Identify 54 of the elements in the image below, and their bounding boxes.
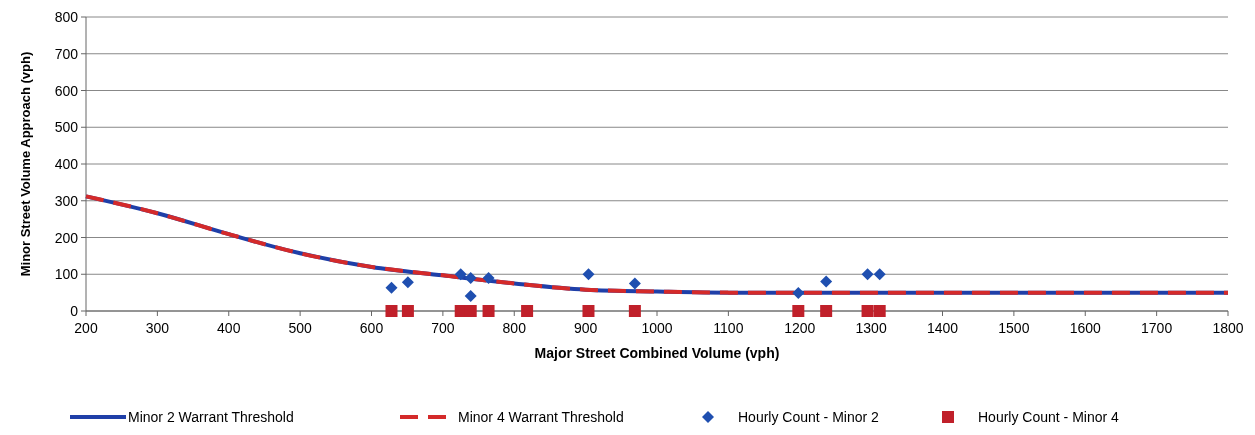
point	[873, 268, 886, 281]
x-tick-label: 1600	[1069, 320, 1102, 336]
point	[820, 275, 833, 288]
x-tick-label: 1300	[855, 320, 887, 336]
point	[582, 268, 595, 281]
legend-label: Hourly Count - Minor 2	[738, 409, 880, 425]
point	[464, 289, 477, 302]
x-tick-label: 1000	[641, 320, 673, 336]
x-tick-label: 500	[288, 320, 313, 336]
x-tick-label: 300	[145, 320, 170, 336]
x-tick-label: 900	[573, 320, 598, 336]
y-tick-label: 600	[54, 82, 79, 99]
x-tick-label: 200	[74, 320, 98, 336]
point	[482, 271, 495, 284]
x-tick-label: 1400	[926, 320, 959, 336]
point	[861, 268, 874, 281]
y-tick-label: 0	[70, 303, 79, 319]
x-tick-label: 600	[359, 320, 384, 336]
point	[385, 305, 398, 317]
point	[861, 305, 874, 317]
point	[582, 305, 595, 317]
y-tick-label: 100	[54, 266, 79, 283]
x-tick-label: 800	[502, 320, 527, 336]
point	[454, 268, 467, 281]
y-tick-label: 200	[54, 229, 79, 246]
point	[401, 305, 414, 317]
point	[792, 286, 805, 299]
point	[385, 281, 398, 294]
legend-label: Minor 2 Warrant Threshold	[128, 409, 294, 425]
point	[873, 305, 886, 317]
point	[628, 305, 641, 317]
x-tick-label: 400	[217, 320, 241, 336]
point	[401, 276, 414, 289]
x-tick-label: 1500	[998, 320, 1030, 336]
legend-label: Hourly Count - Minor 4	[978, 409, 1120, 425]
y-tick-label: 700	[54, 45, 79, 62]
y-tick-label: 500	[54, 119, 79, 136]
point	[820, 305, 833, 317]
point	[482, 305, 495, 317]
x-axis-title: Major Street Combined Volume (vph)	[534, 345, 780, 361]
point	[628, 277, 641, 290]
point	[521, 305, 534, 317]
y-tick-label: 800	[54, 9, 79, 25]
y-axis-title: Minor Street Volume Approach (vph)	[18, 51, 33, 277]
x-tick-label: 1700	[1141, 320, 1173, 336]
point	[792, 305, 805, 317]
y-tick-label: 400	[54, 156, 79, 172]
point	[464, 271, 477, 284]
x-tick-label: 1800	[1212, 320, 1244, 336]
x-tick-label: 1200	[784, 320, 816, 336]
x-tick-label: 1100	[713, 320, 744, 336]
legend-label: Minor 4 Warrant Threshold	[458, 409, 624, 425]
x-tick-label: 700	[431, 320, 455, 336]
y-tick-label: 300	[54, 192, 79, 209]
